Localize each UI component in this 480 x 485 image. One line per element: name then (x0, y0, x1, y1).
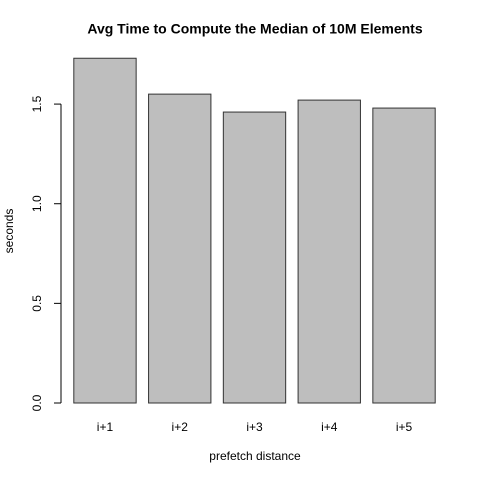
y-tick-label: 1.5 (30, 95, 44, 112)
chart-title: Avg Time to Compute the Median of 10M El… (87, 21, 422, 37)
x-tick-label: i+1 (97, 420, 114, 434)
bar (297, 99, 361, 404)
bar (73, 57, 137, 404)
x-axis-label: prefetch distance (209, 449, 301, 463)
x-tick-label: i+4 (321, 420, 338, 434)
bar (222, 111, 287, 404)
x-tick-label: i+3 (246, 420, 263, 434)
y-tick-label: 0.0 (30, 394, 44, 411)
bar (372, 107, 436, 404)
y-tick-label: 1.0 (30, 195, 44, 212)
x-tick-label: i+2 (172, 420, 189, 434)
bar (148, 93, 212, 404)
y-axis-label: seconds (2, 209, 16, 254)
y-tick-label: 0.5 (30, 295, 44, 312)
x-tick-label: i+5 (396, 420, 413, 434)
